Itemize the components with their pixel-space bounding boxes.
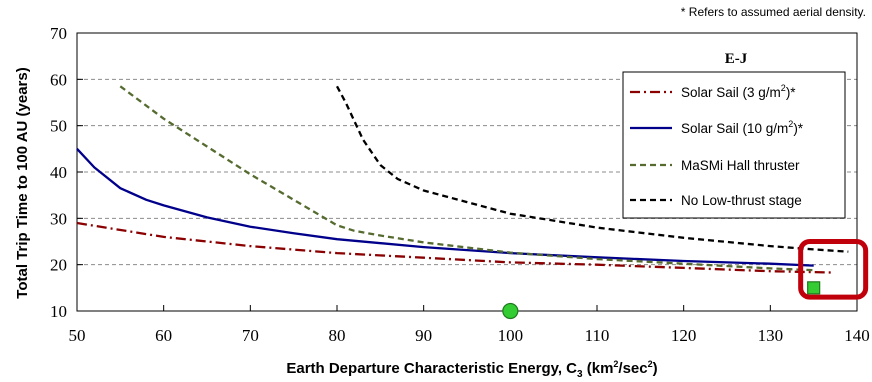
point-markers [502, 281, 821, 320]
legend-title: E-J [725, 51, 748, 67]
x-axis-label-main: Earth Departure Characteristic Energy, C [286, 360, 577, 377]
legend-label-3: MaSMi Hall thruster [681, 158, 800, 173]
series-line-4 [335, 85, 849, 253]
axes [76, 32, 858, 312]
x-tick-labels: 50 60 70 80 90 100 110 120 130 140 [69, 326, 870, 345]
x-tick-label-120: 120 [671, 326, 697, 345]
green-circle-marker [502, 302, 519, 320]
x-tick-label-60: 60 [155, 326, 172, 345]
legend-label-2: Solar Sail (10 g/m2)* [681, 119, 804, 136]
chart-note: * Refers to assumed aerial density. [681, 5, 866, 19]
x-tick-label-110: 110 [585, 326, 610, 345]
green-square-marker [807, 281, 821, 295]
x-axis-label-units-sup2: 2 [648, 359, 653, 369]
y-tick-label-50: 50 [50, 117, 67, 136]
legend-box [622, 71, 846, 219]
x-axis-label-units-end: ) [653, 360, 658, 377]
x-tick-label-80: 80 [329, 326, 346, 345]
x-tick-label-70: 70 [242, 326, 259, 345]
x-axis-label-units-pre: (km [583, 360, 614, 377]
y-tick-labels: 10 20 30 40 50 60 70 [50, 24, 67, 321]
series-lines [76, 85, 849, 274]
legend-label-4: No Low-thrust stage [681, 193, 802, 208]
x-axis-label-sub: 3 [577, 369, 583, 380]
x-axis-label-units-post: /sec [618, 360, 647, 377]
y-tick-label-20: 20 [50, 256, 67, 275]
series-line-3 [119, 85, 814, 272]
highlight-box [798, 239, 869, 300]
y-tick-label-40: 40 [50, 163, 67, 182]
x-tick-label-90: 90 [415, 326, 432, 345]
x-tick-label-140: 140 [844, 326, 870, 345]
highlight-rectangle [798, 239, 869, 300]
y-axis-label: Total Trip Time to 100 AU (years) [14, 67, 31, 298]
series-line-2 [76, 148, 814, 267]
y-tick-label-60: 60 [50, 70, 67, 89]
x-tick-label-50: 50 [69, 326, 86, 345]
legend: E-J Solar Sail (3 g/m2)* Solar Sail (10 g… [622, 51, 846, 219]
y-tick-label-30: 30 [50, 209, 67, 228]
y-tick-label-10: 10 [50, 302, 67, 321]
x-tick-label-130: 130 [758, 326, 784, 345]
x-axis-label: Earth Departure Characteristic Energy, C… [286, 359, 657, 380]
y-tick-label-70: 70 [50, 24, 67, 43]
legend-label-1: Solar Sail (3 g/m2)* [681, 83, 796, 100]
x-tick-label-100: 100 [498, 326, 524, 345]
x-axis-label-units-sup: 2 [613, 359, 618, 369]
